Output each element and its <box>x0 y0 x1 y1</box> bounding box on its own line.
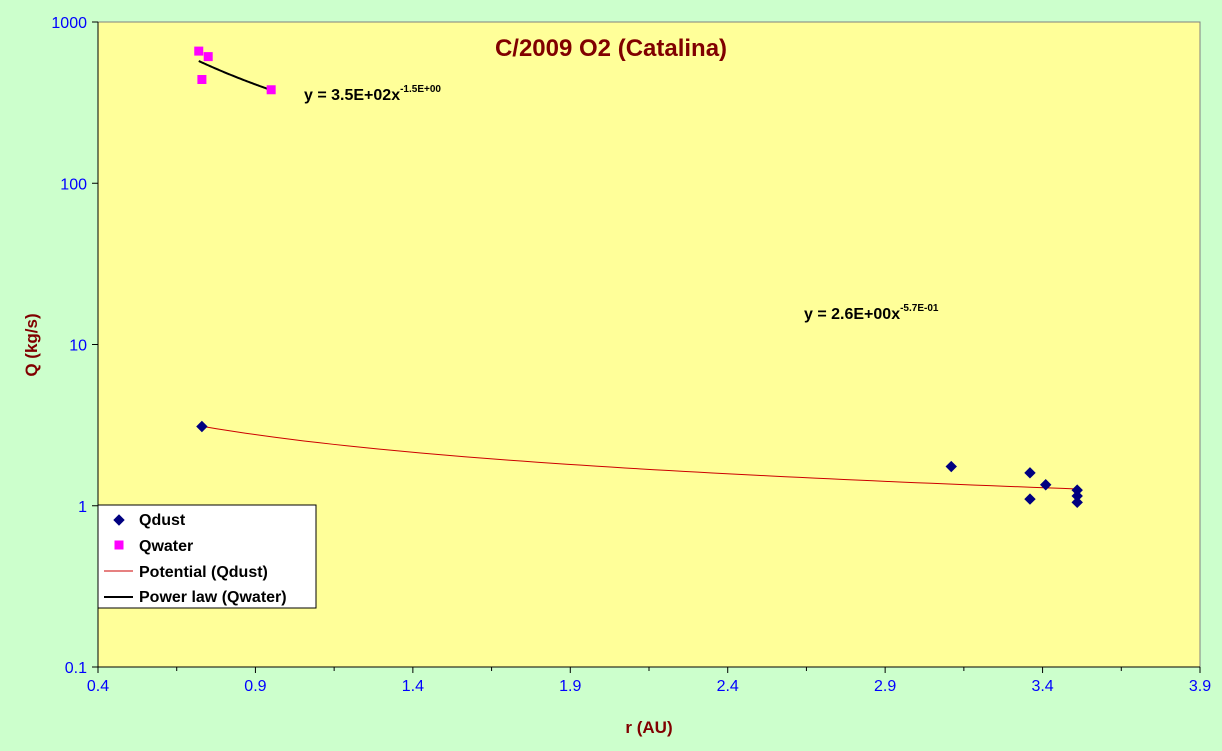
y-tick-label: 1000 <box>51 15 87 32</box>
x-tick-label: 0.9 <box>244 678 266 695</box>
qwater-point <box>203 52 213 62</box>
y-tick-label: 100 <box>60 176 87 193</box>
legend-label-power-law-qwater: Power law (Qwater) <box>139 589 287 606</box>
legend-key-qwater <box>114 540 124 550</box>
legend-box <box>97 504 317 609</box>
x-tick-label: 2.4 <box>717 678 739 695</box>
trendline-power-law-qwater <box>198 60 272 92</box>
qwater-point <box>194 46 204 56</box>
legend-label-potential-qdust: Potential (Qdust) <box>139 564 268 581</box>
y-tick-label: 1 <box>78 499 87 516</box>
legend-label-qwater: Qwater <box>139 538 193 555</box>
x-tick-label: 1.4 <box>402 678 424 695</box>
data-markers <box>194 46 1083 509</box>
trendlines <box>198 60 1078 490</box>
trendline-potential-qdust <box>201 425 1078 490</box>
qdust-point <box>196 420 208 433</box>
legend-key-qdust <box>113 514 125 526</box>
qdust-point <box>1040 479 1052 491</box>
legend-label-qdust: Qdust <box>139 512 186 529</box>
x-tick-label: 3.9 <box>1189 678 1211 695</box>
qdust-point <box>1071 496 1083 509</box>
legend-keys <box>104 514 133 598</box>
x-tick-label: 0.4 <box>87 678 109 695</box>
x-tick-label: 2.9 <box>874 678 896 695</box>
qwater-point <box>266 85 276 95</box>
qdust-point <box>1024 467 1036 479</box>
y-tick-label: 0.1 <box>65 660 87 677</box>
qdust-point <box>945 460 957 473</box>
legend: Qdust Qwater Potential (Qdust) Power law… <box>97 504 317 609</box>
chart-title: C/2009 O2 (Catalina) <box>495 35 727 62</box>
y-axis-title: Q (kg/s) <box>22 313 41 376</box>
water-trend-equation: y = 3.5E+02x-1.5E+00 <box>304 84 441 104</box>
qdust-point <box>1024 493 1036 505</box>
x-axis-title: r (AU) <box>625 718 672 737</box>
x-tick-label: 1.9 <box>559 678 581 695</box>
dust-trend-equation: y = 2.6E+00x-5.7E-01 <box>804 303 939 323</box>
y-tick-label: 10 <box>69 338 87 355</box>
qwater-point <box>197 74 207 84</box>
x-tick-label: 3.4 <box>1031 678 1053 695</box>
